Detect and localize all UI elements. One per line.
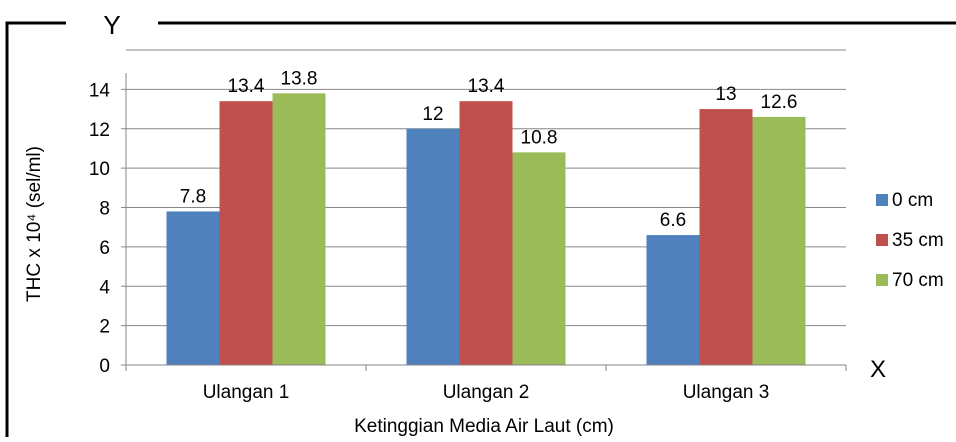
legend-label: 0 cm [892,190,933,211]
bar-value-label: 13 [715,84,736,105]
chart-border [5,21,956,442]
bar-value-label: 13.8 [281,68,318,89]
bar-value-label: 13.4 [228,76,265,97]
x-tick-label: Ulangan 2 [443,382,530,403]
axes-group [121,73,847,371]
bar [166,211,220,365]
legend-swatch [876,194,888,206]
x-tick-label: Ulangan 1 [203,382,290,403]
y-tick-label: 6 [99,238,110,259]
bar [512,152,566,365]
bar [219,101,273,365]
bar [646,235,700,365]
bars-group [166,93,806,365]
x-tick-label: Ulangan 3 [683,382,770,403]
legend-label: 70 cm [892,270,944,291]
bar [699,109,753,365]
bar-labels-group: 7.8 13.4 13.8 12 13.4 10.8 6.6 13 12.6 [180,68,798,231]
bar-value-label: 7.8 [180,186,206,207]
y-tick-labels: 0 2 4 6 8 10 12 14 [89,80,111,377]
bar-value-label: 10.8 [521,127,558,148]
y-tick-label: 12 [89,120,110,141]
bar-value-label: 6.6 [660,210,686,231]
bar [752,116,806,365]
bar-value-label: 12.6 [761,92,798,113]
bar [459,101,513,365]
legend-swatch [876,234,888,246]
legend: 0 cm 35 cm 70 cm [876,190,944,291]
legend-swatch [876,274,888,286]
x-axis-title: Ketinggian Media Air Laut (cm) [354,416,614,437]
y-tick-label: 0 [99,356,110,377]
bar [406,128,460,365]
y-axis-title: THC x 10⁴ (sel/ml) [24,146,45,302]
bar-value-label: 12 [422,104,443,125]
y-tick-label: 14 [89,80,111,101]
y-tick-label: 8 [99,199,110,220]
y-tick-label: 4 [99,277,110,298]
y-label-backdrop [66,2,158,42]
corner-label-x: X [870,356,886,383]
x-tick-labels: Ulangan 1 Ulangan 2 Ulangan 3 [203,382,770,403]
bar [272,93,326,365]
y-tick-label: 2 [99,317,110,338]
corner-label-y: Y [103,10,120,40]
y-tick-label: 10 [89,159,110,180]
bar-value-label: 13.4 [468,76,505,97]
legend-label: 35 cm [892,230,944,251]
